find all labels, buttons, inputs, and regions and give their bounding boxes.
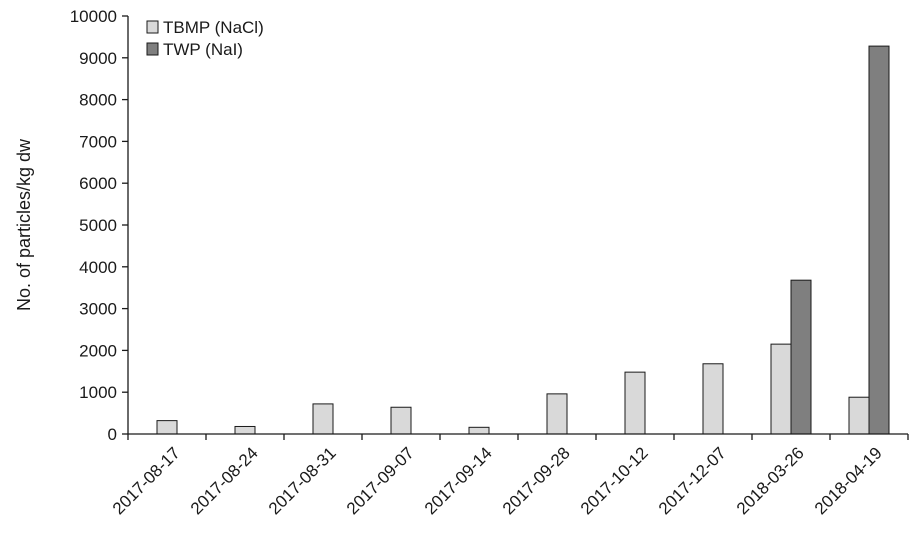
legend-label: TBMP (NaCl) <box>163 18 264 37</box>
y-tick-label: 3000 <box>79 300 117 319</box>
bar-tbmp <box>546 393 568 435</box>
y-axis-ticks: 0 1000 2000 3000 4000 5000 6000 7000 8000 9000 100… <box>70 7 128 444</box>
legend-swatch <box>146 42 159 56</box>
y-tick-label: 7000 <box>79 132 117 151</box>
y-tick-label: 9000 <box>79 49 117 68</box>
x-tick-label: 2017-09-14 <box>421 443 496 518</box>
bar-tbmp <box>702 363 724 435</box>
y-tick-label: 6000 <box>79 174 117 193</box>
x-tick-label: 2017-09-28 <box>499 443 574 518</box>
bar-twp <box>790 279 812 435</box>
y-tick-label: 5000 <box>79 216 117 235</box>
y-tick-label: 8000 <box>79 91 117 110</box>
bar-tbmp <box>770 343 792 435</box>
x-tick-label: 2017-08-24 <box>187 443 262 518</box>
x-tick-label: 2017-08-17 <box>109 443 184 518</box>
bar-twp <box>868 45 890 435</box>
bars <box>156 45 890 435</box>
bar-tbmp <box>468 426 490 435</box>
x-tick-label: 2017-09-07 <box>343 443 418 518</box>
x-tick-label: 2017-08-31 <box>265 443 340 518</box>
y-tick-label: 10000 <box>70 7 117 26</box>
legend: TBMP (NaCl) TWP (NaI) <box>146 18 264 59</box>
x-tick-label: 2017-12-07 <box>655 443 730 518</box>
x-axis-ticks: 2017-08-17 2017-08-24 2017-08-31 2017-09-07… <box>109 434 909 518</box>
legend-swatch <box>146 20 159 34</box>
y-tick-label: 0 <box>108 425 117 444</box>
bar-tbmp <box>624 371 646 435</box>
x-tick-label: 2018-03-26 <box>733 443 808 518</box>
bar-tbmp <box>848 396 870 435</box>
bar-tbmp <box>234 425 256 435</box>
bar-tbmp <box>312 403 334 435</box>
y-axis-title: No. of particles/kg dw <box>14 138 34 311</box>
legend-label: TWP (NaI) <box>163 40 243 59</box>
y-tick-label: 2000 <box>79 341 117 360</box>
x-tick-label: 2018-04-19 <box>811 443 886 518</box>
y-tick-label: 4000 <box>79 258 117 277</box>
x-tick-label: 2017-10-12 <box>577 443 652 518</box>
bar-tbmp <box>390 406 412 435</box>
bar-tbmp <box>156 420 178 435</box>
y-tick-label: 1000 <box>79 383 117 402</box>
